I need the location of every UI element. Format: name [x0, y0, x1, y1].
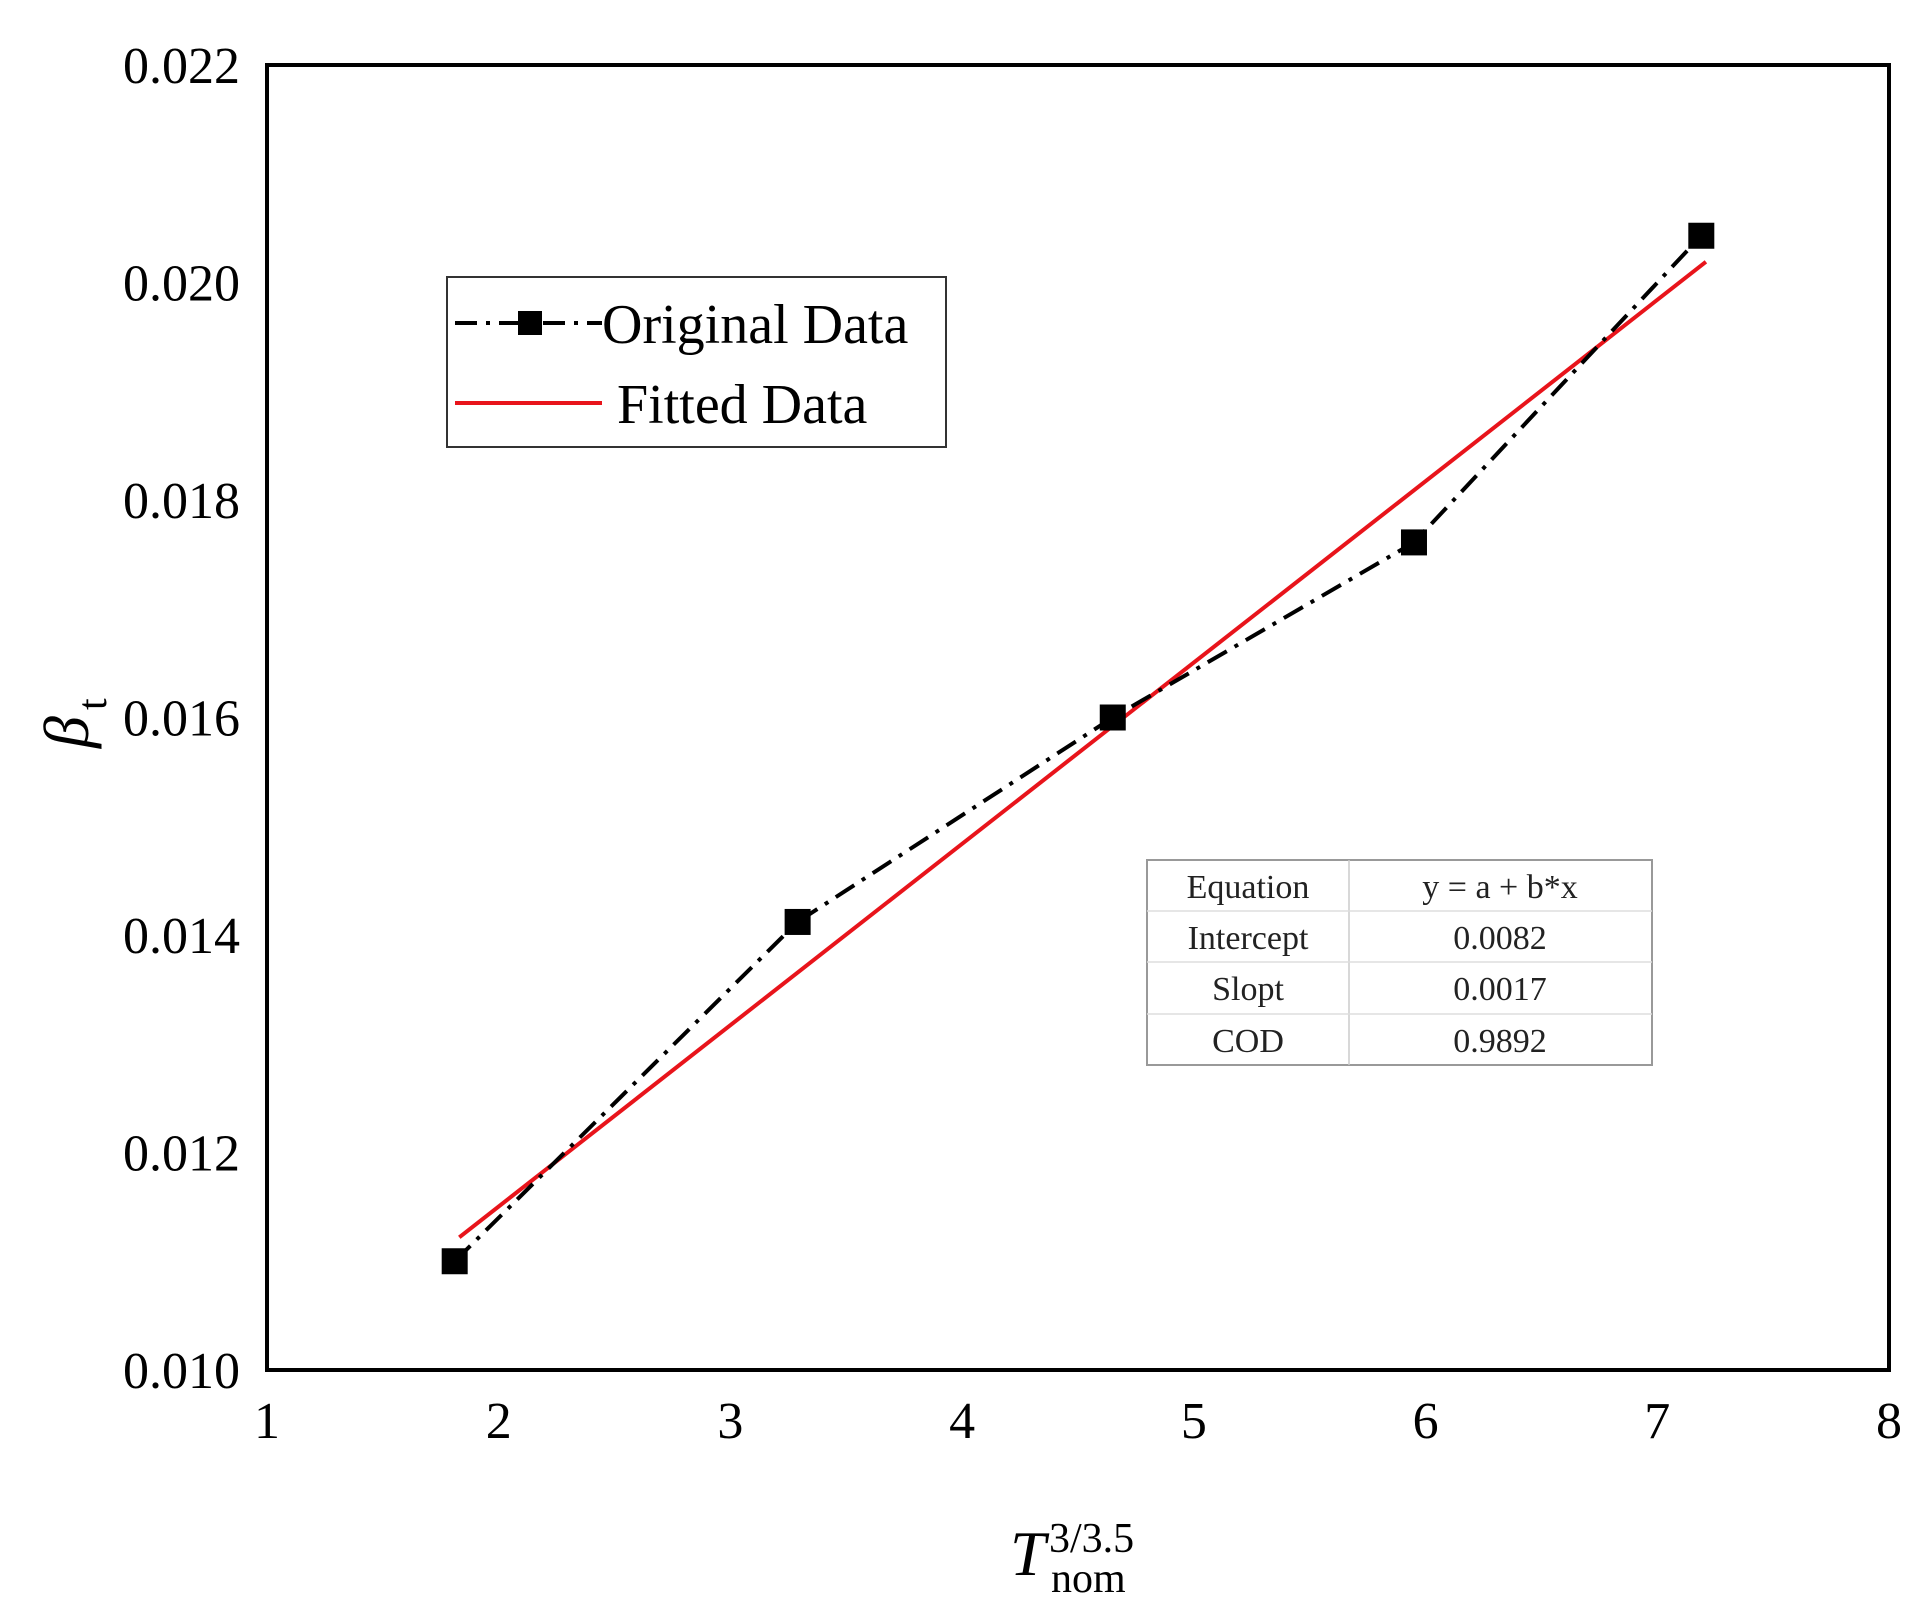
fit-table-equation-label: Equation	[1187, 869, 1310, 906]
fit-table-equation-value: y = a + b*x	[1422, 869, 1577, 906]
x-axis-label: T 3/3.5 nom	[1010, 1516, 1134, 1602]
x-axis-label-superscript: 3/3.5	[1049, 1516, 1134, 1562]
x-axis-ticks: 1 2 3 4 5 6 7 8	[254, 1393, 1902, 1450]
x-tick-label: 2	[486, 1393, 512, 1450]
y-tick-label: 0.012	[123, 1126, 240, 1183]
legend: Original Data Fitted Data	[446, 276, 947, 448]
y-axis-ticks: 0.010 0.012 0.014 0.016 0.018 0.020 0.022	[123, 38, 240, 1400]
original-data-point	[784, 908, 811, 935]
x-tick-label: 6	[1413, 1393, 1439, 1450]
y-axis-label-base: β	[31, 716, 102, 750]
y-tick-label: 0.016	[123, 691, 240, 748]
original-data-point	[1400, 529, 1427, 556]
fit-table-slope-label: Slopt	[1212, 971, 1284, 1008]
x-axis-label-subscript: nom	[1051, 1556, 1126, 1602]
y-tick-label: 0.014	[123, 908, 240, 965]
series-layer	[441, 222, 1715, 1275]
fit-table-cod-value: 0.9892	[1453, 1023, 1547, 1060]
legend-box	[446, 276, 947, 448]
original-data-point	[1099, 704, 1126, 731]
x-tick-label: 1	[254, 1393, 280, 1450]
x-tick-label: 7	[1644, 1393, 1670, 1450]
y-tick-label: 0.020	[123, 256, 240, 313]
x-tick-label: 8	[1876, 1393, 1902, 1450]
y-tick-label: 0.022	[123, 38, 240, 95]
legend-original-marker	[518, 311, 542, 335]
fit-table-intercept-value: 0.0082	[1453, 920, 1547, 957]
plot-area-frame	[265, 63, 1891, 1372]
original-data-line	[453, 234, 1703, 1263]
fit-table-intercept-label: Intercept	[1188, 920, 1309, 957]
fit-table-cod-label: COD	[1212, 1023, 1284, 1060]
legend-original-label: Original Data	[602, 294, 908, 356]
legend-fitted-label: Fitted Data	[617, 374, 868, 436]
fit-table: Equation y = a + b*x Intercept 0.0082 Sl…	[1146, 859, 1653, 1066]
x-tick-label: 3	[717, 1393, 743, 1450]
y-axis-label-subscript: t	[70, 698, 116, 710]
original-data-point	[441, 1248, 468, 1275]
x-tick-label: 4	[949, 1393, 975, 1450]
x-tick-label: 5	[1181, 1393, 1207, 1450]
y-tick-label: 0.018	[123, 473, 240, 530]
original-data-point	[1688, 222, 1715, 249]
y-tick-label: 0.010	[123, 1343, 240, 1400]
fitted-data-line	[458, 260, 1708, 1239]
x-axis-label-base: T	[1010, 1518, 1050, 1589]
y-axis-label: β t	[31, 698, 116, 750]
fit-table-slope-value: 0.0017	[1453, 971, 1547, 1008]
